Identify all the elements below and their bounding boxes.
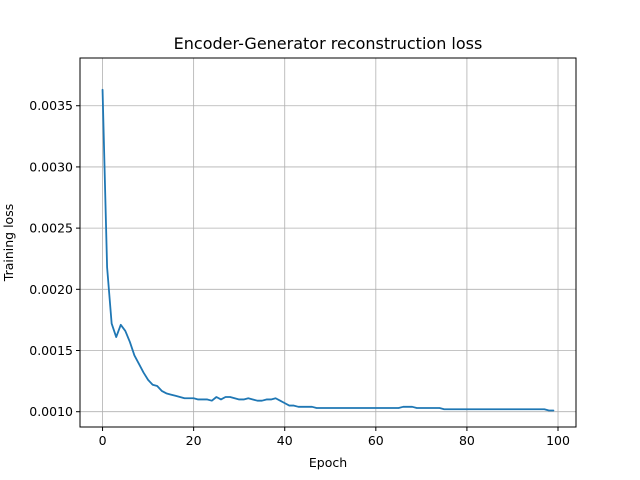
y-tick-label: 0.0015 — [29, 343, 73, 358]
plot-frame — [79, 57, 577, 428]
x-axis: 0 20 40 60 80 100 — [99, 427, 570, 448]
series-line-0 — [101, 88, 555, 412]
x-tick-label: 20 — [186, 433, 202, 448]
series-layer — [101, 88, 555, 412]
y-tick-label: 0.0010 — [29, 404, 73, 419]
y-tick-label: 0.0025 — [29, 221, 73, 236]
y-tick-label: 0.0035 — [29, 98, 73, 113]
chart-title: Encoder-Generator reconstruction loss — [174, 34, 483, 53]
y-tick-label: 0.0030 — [29, 159, 73, 174]
x-axis-label: Epoch — [309, 455, 347, 470]
y-axis-label: Training loss — [1, 204, 16, 282]
x-tick-label: 100 — [546, 433, 570, 448]
x-tick-label: 40 — [277, 433, 293, 448]
y-axis: 0.0010 0.0015 0.0020 0.0025 0.0030 0.0035 — [29, 98, 80, 419]
y-tick-label: 0.0020 — [29, 282, 73, 297]
grid — [80, 58, 576, 427]
x-tick-label: 60 — [368, 433, 384, 448]
x-tick-label: 80 — [459, 433, 475, 448]
x-tick-label: 0 — [99, 433, 107, 448]
